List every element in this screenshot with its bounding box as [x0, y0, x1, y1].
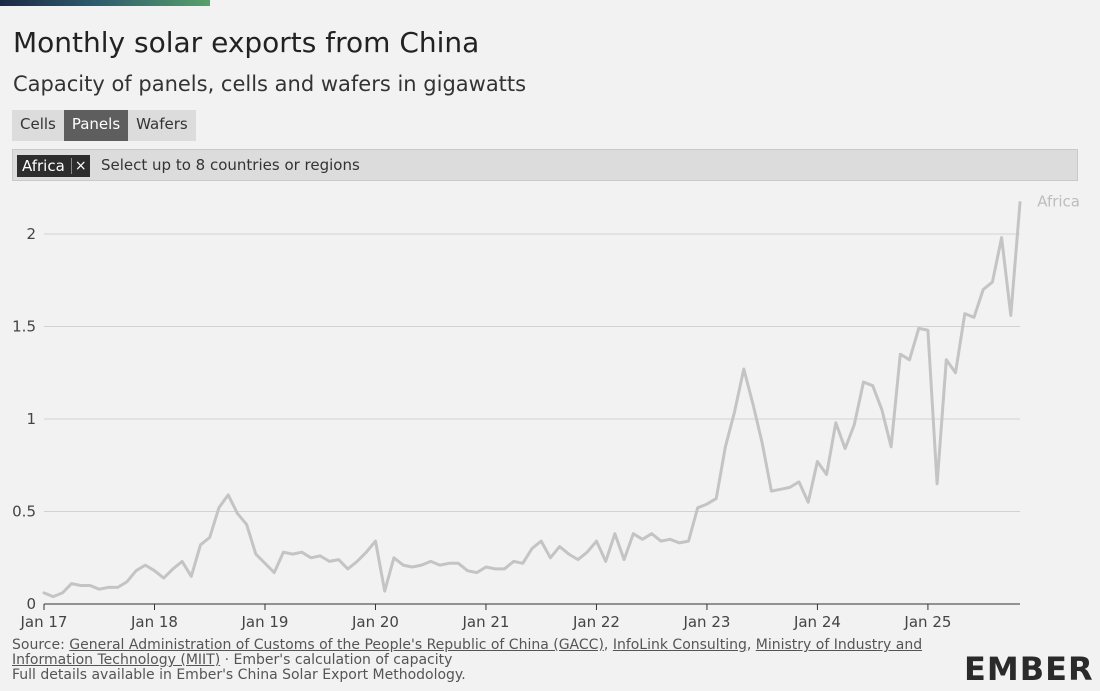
y-tick-label: 0.5 — [12, 503, 36, 521]
region-selector-placeholder[interactable]: Select up to 8 countries or regions — [101, 156, 360, 174]
ember-logo: EMBER — [964, 650, 1094, 688]
x-tick-label: Jan 22 — [572, 613, 620, 631]
source-link-infolink[interactable]: InfoLink Consulting — [612, 637, 747, 653]
source-suffix: · Ember's calculation of capacity — [220, 652, 453, 668]
tab-cells[interactable]: Cells — [12, 110, 64, 141]
methodology-note: Full details available in Ember's China … — [12, 667, 466, 683]
series-line-africa — [42, 201, 1022, 599]
series-label-africa: Africa — [1037, 193, 1080, 211]
source-sep: , — [746, 637, 756, 653]
region-selector[interactable]: Africa × Select up to 8 countries or reg… — [12, 149, 1078, 181]
source-link-gacc[interactable]: General Administration of Customs of the… — [69, 637, 604, 653]
x-tick-label: Jan 20 — [351, 613, 399, 631]
x-tick-label: Jan 21 — [461, 613, 509, 631]
x-tick-label: Jan 25 — [903, 613, 951, 631]
x-tick-label: Jan 18 — [130, 613, 178, 631]
tab-panels[interactable]: Panels — [63, 110, 129, 141]
source-prefix: Source: — [12, 637, 70, 653]
accent-bar — [0, 0, 210, 6]
y-tick-label: 1.5 — [12, 318, 36, 336]
x-tick-label: Jan 24 — [793, 613, 841, 631]
selected-region-chip: Africa × — [17, 155, 90, 177]
page-title: Monthly solar exports from China — [13, 26, 480, 59]
x-tick-label: Jan 19 — [240, 613, 288, 631]
x-tick-label: Jan 17 — [20, 613, 68, 631]
y-tick-label: 1 — [26, 410, 36, 428]
source-sep: , — [603, 637, 613, 653]
source-note: Source: General Administration of Custom… — [12, 638, 932, 683]
logo-text: EMBER — [964, 650, 1094, 688]
x-tick-label: Jan 23 — [682, 613, 730, 631]
line-chart: 0 0.5 1 1.5 2 Jan 17 Jan 18 Jan 19 Jan 20 Jan 21 J… — [12, 193, 1080, 631]
tab-wafers[interactable]: Wafers — [128, 110, 196, 141]
chip-label: Africa — [22, 157, 65, 175]
y-tick-label: 0 — [26, 595, 36, 613]
source-link-miit[interactable]: Ministry of Industry and Information Tec… — [12, 637, 923, 668]
y-tick-label: 2 — [26, 225, 36, 243]
chip-remove-icon[interactable]: × — [70, 158, 90, 174]
product-tabs: Cells Panels Wafers — [12, 110, 196, 141]
page-subtitle: Capacity of panels, cells and wafers in … — [13, 72, 527, 96]
